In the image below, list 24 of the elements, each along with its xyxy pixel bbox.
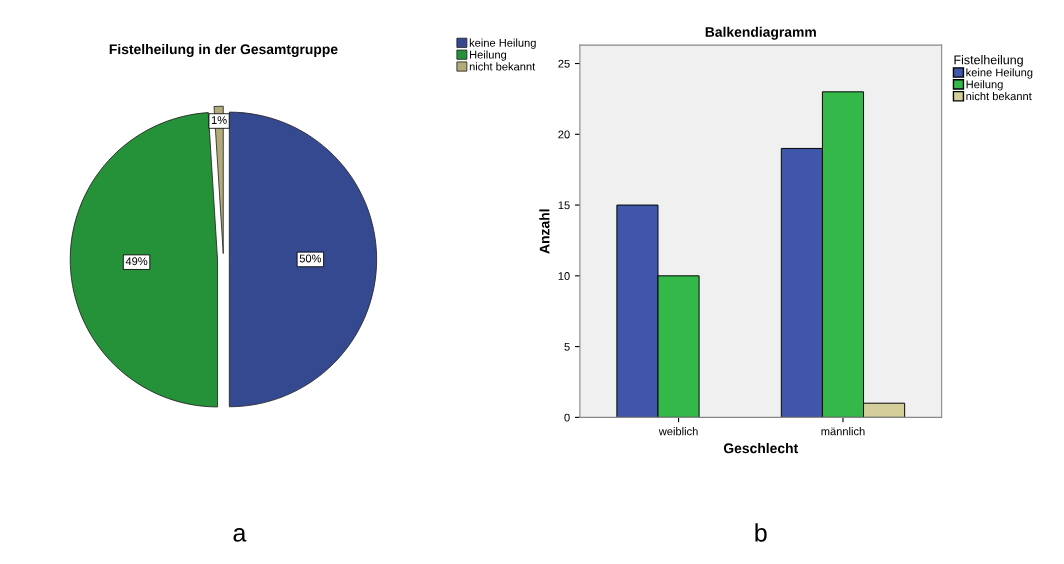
data-label: 1%: [211, 116, 227, 124]
legend-label: nicht bekannt: [469, 62, 536, 71]
y-tick-label: 10: [558, 272, 570, 280]
y-tick-label: 15: [558, 201, 570, 210]
text: a: [233, 527, 247, 542]
y-tick-label: 25: [558, 59, 570, 68]
x-tick-label: männlich: [821, 427, 865, 436]
text: b: [755, 523, 767, 542]
y-axis-title: Anzahl: [539, 209, 550, 254]
legend-title: Fistelheilung: [954, 55, 1023, 67]
data-label: 49%: [125, 257, 148, 266]
chart-title: Balkendiagramm: [705, 26, 816, 40]
x-axis-title: Geschlecht: [723, 443, 799, 454]
y-tick-label: 5: [564, 342, 570, 351]
legend-label: Heilung: [470, 50, 507, 61]
legend-label: keine Heilung: [469, 38, 536, 49]
data-label: 50%: [299, 254, 322, 263]
legend-label: Heilung: [966, 80, 1003, 91]
y-tick-label: 0: [564, 413, 570, 422]
legend-label: nicht bekannt: [966, 92, 1032, 101]
y-tick-label: 20: [558, 130, 570, 139]
chart-title: Fistelheilung in der Gesamtgruppe: [109, 43, 338, 57]
legend-label: keine Heilung: [966, 68, 1033, 79]
x-tick-label: weiblich: [658, 427, 698, 436]
